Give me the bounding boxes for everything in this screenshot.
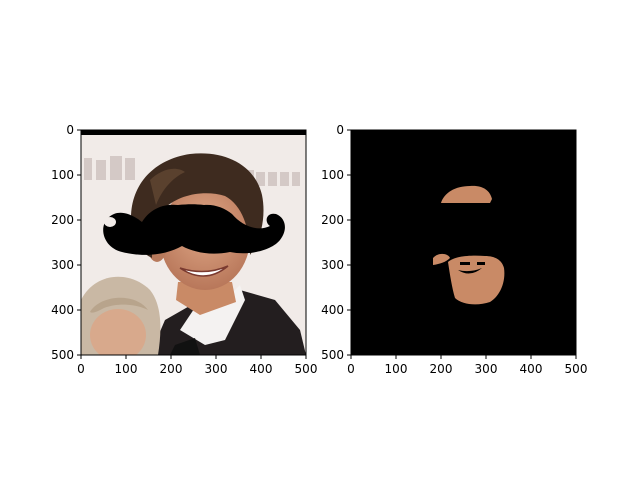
right-ytick-label: 100: [321, 168, 344, 182]
mask-image: [351, 130, 576, 355]
left-xtick-label: 300: [205, 362, 228, 376]
photo-image: [81, 130, 306, 361]
left-ytick-label: 200: [51, 213, 74, 227]
right-xtick-label: 400: [520, 362, 543, 376]
right-xtick-label: 500: [565, 362, 588, 376]
right-ytick-label: 200: [321, 213, 344, 227]
left-xtick-label: 200: [160, 362, 183, 376]
left-ytick-label: 400: [51, 303, 74, 317]
left-ytick-label: 500: [51, 348, 74, 362]
right-ytick-label: 0: [336, 123, 344, 137]
left-ytick-label: 300: [51, 258, 74, 272]
left-xtick-label: 0: [77, 362, 85, 376]
right-ytick-label: 300: [321, 258, 344, 272]
right-ytick-label: 400: [321, 303, 344, 317]
right-xtick-label: 300: [475, 362, 498, 376]
right-xtick-label: 100: [385, 362, 408, 376]
left-ytick-label: 0: [66, 123, 74, 137]
right-ytick-label: 500: [321, 348, 344, 362]
right-xtick-label: 200: [430, 362, 453, 376]
left-xtick-label: 500: [295, 362, 318, 376]
left-ytick-label: 100: [51, 168, 74, 182]
left-xtick-label: 100: [115, 362, 138, 376]
right-xtick-label: 0: [347, 362, 355, 376]
left-xtick-label: 400: [250, 362, 273, 376]
